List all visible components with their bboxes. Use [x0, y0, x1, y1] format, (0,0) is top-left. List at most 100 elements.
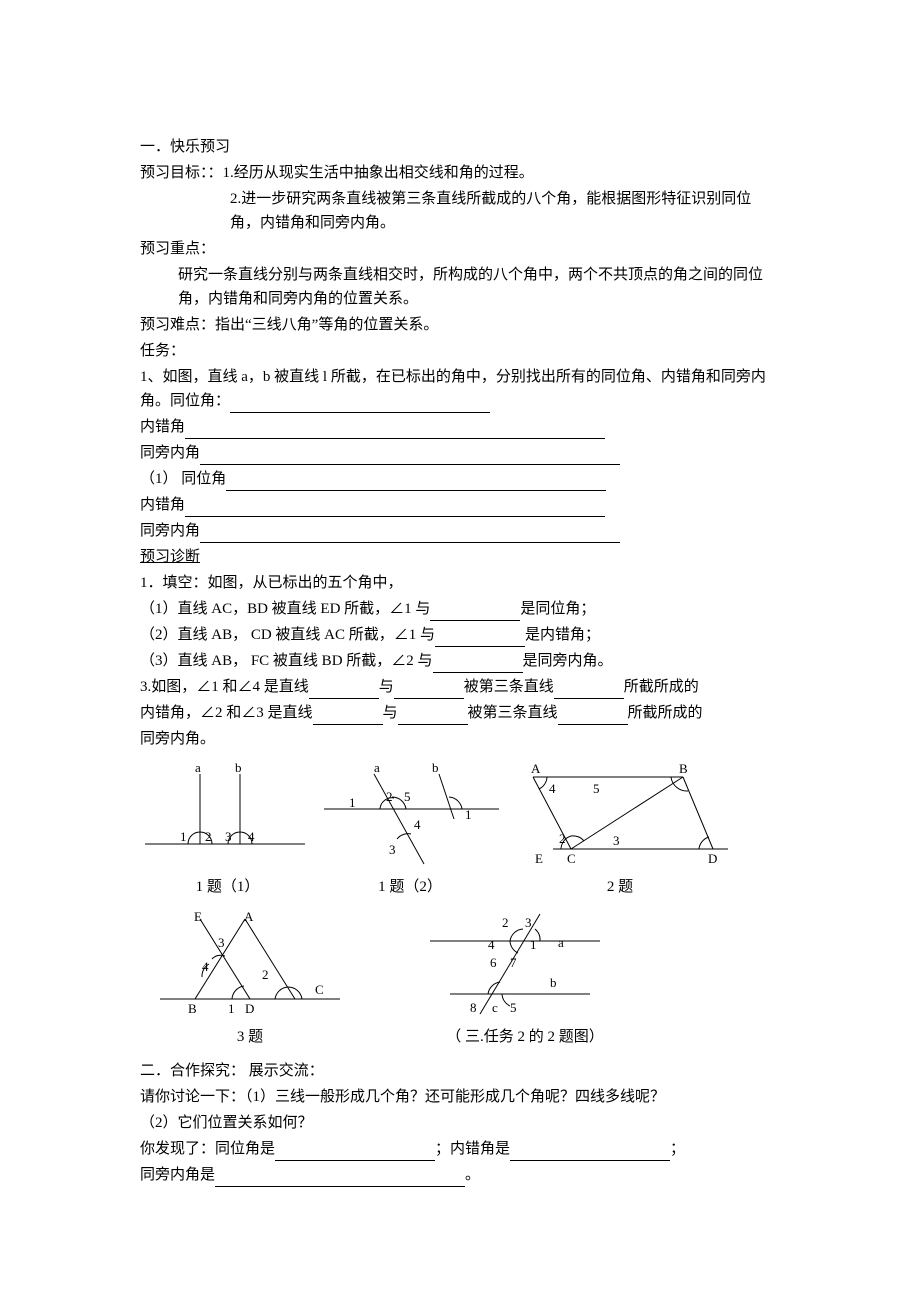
t: 与 — [383, 705, 398, 721]
svg-text:b: b — [432, 760, 439, 775]
diag1-1b: 是同位角； — [520, 601, 595, 617]
figlabel-4: 3 题 — [150, 1025, 350, 1049]
blank — [394, 683, 464, 699]
tongpang-found-line: 同旁内角是。 — [140, 1163, 780, 1187]
svg-text:B: B — [679, 761, 688, 776]
blank — [435, 631, 525, 647]
tongpang-line2: 同旁内角 — [140, 519, 780, 543]
item1-line: （1） 同位角 — [140, 467, 780, 491]
svg-text:b: b — [235, 760, 242, 775]
svg-text:c: c — [492, 1000, 498, 1015]
svg-text:a: a — [558, 935, 564, 950]
blank — [510, 1145, 670, 1161]
neicuo-line2: 内错角 — [140, 493, 780, 517]
t: 被第三条直线 — [468, 705, 558, 721]
blank — [226, 475, 606, 491]
blank — [433, 657, 523, 673]
svg-text:A: A — [531, 761, 541, 776]
svg-text:5: 5 — [404, 789, 411, 804]
figure-2: A B 4 5 2 3 E C D — [513, 759, 743, 869]
svg-text:1: 1 — [228, 1001, 235, 1016]
svg-text:3: 3 — [525, 915, 532, 930]
svg-text:D: D — [245, 1001, 254, 1016]
svg-text:E: E — [535, 851, 543, 866]
blank — [230, 397, 490, 413]
blank — [309, 683, 379, 699]
diag3-line3: 同旁内角。 — [140, 727, 780, 751]
svg-text:2: 2 — [559, 831, 566, 846]
blank — [185, 423, 605, 439]
difficulty-label: 预习难点： — [140, 317, 215, 333]
task-label: 任务： — [140, 339, 780, 363]
svg-text:D: D — [708, 851, 717, 866]
svg-text:3: 3 — [225, 829, 232, 844]
svg-text:a: a — [195, 760, 201, 775]
t: ；内错角是 — [435, 1141, 510, 1157]
difficulty-text: 指出“三线八角”等角的位置关系。 — [215, 317, 438, 333]
svg-text:B: B — [188, 1001, 197, 1016]
svg-text:1: 1 — [530, 937, 537, 952]
goal-line: 预习目标：：1.经历从现实生活中抽象出相交线和角的过程。 — [140, 161, 780, 185]
svg-text:3: 3 — [389, 842, 396, 857]
diag1-3b: 是同旁内角。 — [523, 653, 613, 669]
svg-text:C: C — [315, 982, 324, 997]
diag1-header: 1．填空：如图，从已标出的五个角中， — [140, 571, 780, 595]
tongpang-label: 同旁内角 — [140, 445, 200, 461]
diag1-3a: （3）直线 AB， FC 被直线 BD 所截，∠2 与 — [140, 653, 433, 669]
section2-heading: 二．合作探究： 展示交流： — [140, 1059, 780, 1083]
t: ； — [670, 1141, 685, 1157]
goal1: 1.经历从现实生活中抽象出相交线和角的过程。 — [223, 165, 534, 181]
svg-text:2: 2 — [386, 789, 393, 804]
svg-text:2: 2 — [502, 915, 509, 930]
diag1-2: （2）直线 AB， CD 被直线 AC 所截，∠1 与是内错角； — [140, 623, 780, 647]
svg-text:E: E — [194, 909, 202, 924]
figure-1-2: a b 1 2 5 1 3 4 — [319, 759, 509, 869]
item1-label: （1） 同位角 — [140, 471, 226, 487]
svg-text:4: 4 — [414, 817, 421, 832]
t: 所截所成的 — [624, 679, 699, 695]
blank — [554, 683, 624, 699]
neicuo-label: 内错角 — [140, 419, 185, 435]
found-line: 你发现了：同位角是 ；内错角是 ； — [140, 1137, 780, 1161]
figlabel-2: 1 题（2） — [315, 875, 505, 899]
section2-q2: （2）它们位置关系如何？ — [140, 1111, 780, 1135]
svg-text:A: A — [244, 909, 254, 924]
blank — [200, 527, 620, 543]
t: 同旁内角是 — [140, 1167, 215, 1183]
blank — [398, 709, 468, 725]
svg-text:7: 7 — [510, 955, 517, 970]
svg-text:4: 4 — [202, 959, 209, 974]
svg-text:C: C — [567, 851, 576, 866]
goal2: 2.进一步研究两条直线被第三条直线所截成的八个角，能根据图形特征识别同位角，内错… — [140, 187, 780, 235]
diag3-line2: 内错角，∠2 和∠3 是直线 与 被第三条直线 所截所成的 — [140, 701, 780, 725]
diag1-3: （3）直线 AB， FC 被直线 BD 所截，∠2 与 是同旁内角。 — [140, 649, 780, 673]
svg-text:6: 6 — [490, 955, 497, 970]
diagnose-heading: 预习诊断 — [140, 545, 780, 569]
blank — [275, 1145, 435, 1161]
t: 被第三条直线 — [464, 679, 554, 695]
t: 你发现了：同位角是 — [140, 1141, 275, 1157]
figlabel-5: （ 三.任务 2 的 2 题图） — [390, 1025, 660, 1049]
figlabel-1: 1 题（1） — [140, 875, 315, 899]
figure-row-1: a b 1 2 3 4 a b 1 2 5 1 3 4 — [140, 759, 780, 869]
blank — [185, 501, 605, 517]
blank — [313, 709, 383, 725]
svg-text:1: 1 — [465, 807, 472, 822]
svg-text:1: 1 — [349, 795, 356, 810]
diag1-2a: （2）直线 AB， CD 被直线 AC 所截，∠1 与 — [140, 627, 435, 643]
section-heading: 一．快乐预习 — [140, 135, 780, 159]
figure-label-row-2: 3 题 （ 三.任务 2 的 2 题图） — [140, 1025, 780, 1049]
figure-row-2: E A 3 4 2 1 B D C 2 3 4 1 a 6 — [150, 909, 780, 1019]
svg-text:4: 4 — [549, 781, 556, 796]
goal-label: 预习目标：： — [140, 165, 223, 181]
svg-text:3: 3 — [218, 935, 225, 950]
tongpang-line: 同旁内角 — [140, 441, 780, 465]
blank — [430, 605, 520, 621]
blank — [215, 1171, 465, 1187]
svg-text:a: a — [374, 760, 380, 775]
t: 所截所成的 — [628, 705, 703, 721]
diag3-line1: 3.如图，∠1 和∠4 是直线与被第三条直线所截所成的 — [140, 675, 780, 699]
t: 内错角，∠2 和∠3 是直线 — [140, 705, 313, 721]
svg-text:2: 2 — [205, 829, 212, 844]
svg-text:4: 4 — [488, 937, 495, 952]
